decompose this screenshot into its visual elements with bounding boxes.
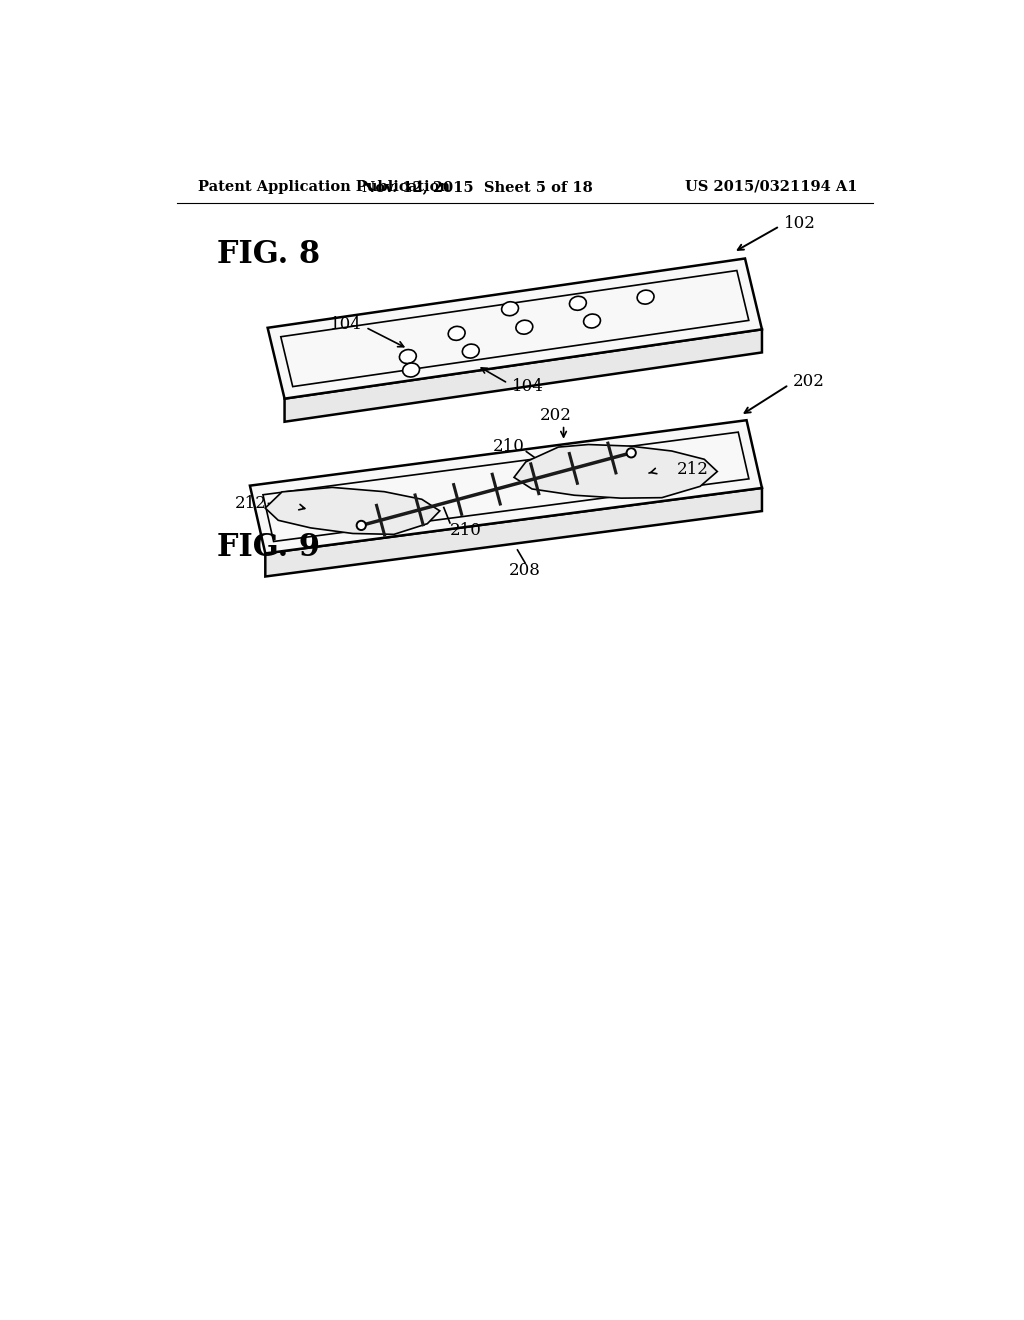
Ellipse shape [637, 290, 654, 304]
Text: FIG. 9: FIG. 9 [217, 532, 319, 562]
Polygon shape [267, 259, 762, 399]
Text: 210: 210 [450, 523, 482, 539]
Ellipse shape [502, 302, 518, 315]
Text: 202: 202 [540, 407, 571, 424]
Ellipse shape [402, 363, 420, 378]
Ellipse shape [584, 314, 600, 327]
Text: 212: 212 [236, 495, 267, 512]
Ellipse shape [463, 345, 479, 358]
Text: 212: 212 [677, 462, 709, 478]
Text: 104: 104 [330, 315, 361, 333]
Text: 202: 202 [793, 374, 824, 391]
Text: 102: 102 [783, 215, 815, 232]
Ellipse shape [399, 350, 417, 363]
Ellipse shape [516, 321, 532, 334]
Text: 104: 104 [512, 378, 544, 395]
Circle shape [627, 449, 636, 458]
Polygon shape [285, 330, 762, 422]
Text: Patent Application Publication: Patent Application Publication [199, 180, 451, 194]
Polygon shape [265, 487, 439, 535]
Polygon shape [250, 420, 762, 553]
Text: 208: 208 [509, 562, 541, 579]
Polygon shape [514, 445, 717, 498]
Ellipse shape [449, 326, 465, 341]
Text: FIG. 8: FIG. 8 [217, 239, 319, 271]
Text: US 2015/0321194 A1: US 2015/0321194 A1 [685, 180, 857, 194]
Text: 210: 210 [493, 438, 525, 454]
Circle shape [356, 521, 366, 531]
Ellipse shape [569, 296, 587, 310]
Text: Nov. 12, 2015  Sheet 5 of 18: Nov. 12, 2015 Sheet 5 of 18 [361, 180, 593, 194]
Polygon shape [265, 488, 762, 577]
